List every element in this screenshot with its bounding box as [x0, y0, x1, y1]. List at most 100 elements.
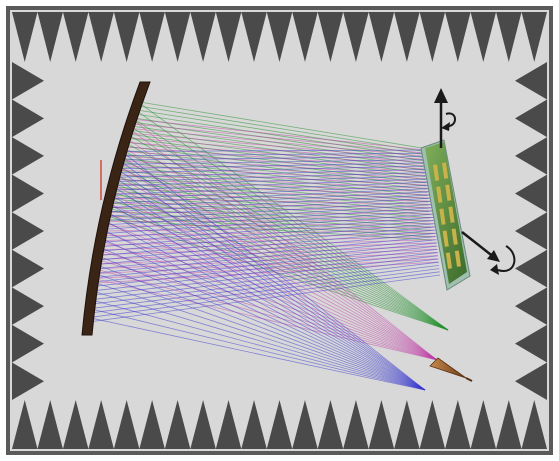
absorber-spike	[445, 12, 471, 62]
absorber-spike	[12, 324, 44, 363]
absorber-spike	[164, 12, 191, 62]
ray	[134, 109, 449, 331]
ray	[121, 149, 429, 152]
rotation-axis-horizontal-icon	[461, 231, 516, 275]
ray	[118, 159, 429, 165]
ray	[102, 229, 426, 391]
absorber-spike	[12, 62, 44, 100]
ray	[106, 211, 433, 215]
ray	[102, 207, 434, 230]
absorber-spike	[12, 249, 44, 288]
ray	[100, 240, 438, 361]
absorber-spike	[266, 12, 293, 62]
ray	[102, 226, 434, 232]
ray	[108, 202, 431, 228]
absorber-spike	[343, 400, 369, 449]
ray	[131, 118, 426, 151]
array-element	[442, 230, 449, 247]
ray	[89, 264, 440, 310]
array-radiating-elements	[433, 162, 461, 269]
ray	[104, 200, 433, 222]
ray	[117, 162, 430, 170]
absorber-spike	[12, 400, 38, 449]
absorber-spikes-left	[12, 62, 44, 400]
array-element	[433, 164, 440, 181]
ray	[110, 192, 431, 202]
ray	[108, 202, 438, 361]
absorber-spike	[515, 212, 547, 250]
ray	[108, 188, 432, 204]
array-antenna	[420, 139, 471, 291]
ray	[113, 172, 431, 182]
ray	[109, 184, 432, 200]
ray	[112, 185, 426, 391]
array-element	[445, 184, 452, 201]
ray	[99, 216, 435, 243]
absorber-spike	[139, 12, 165, 62]
ray	[127, 133, 425, 174]
ray	[101, 210, 434, 235]
ray	[95, 236, 437, 270]
absorber-spike	[266, 400, 293, 449]
ray	[114, 168, 430, 178]
ray	[104, 221, 438, 361]
ray	[100, 213, 435, 239]
ray	[91, 290, 426, 391]
ray	[123, 146, 438, 361]
ray	[120, 155, 438, 361]
array-element	[445, 252, 452, 269]
ray	[92, 248, 438, 287]
ray	[125, 137, 426, 177]
ray	[115, 165, 430, 174]
ray	[109, 197, 432, 205]
absorber-spike	[521, 400, 547, 449]
absorber-spike	[62, 400, 89, 449]
ray	[120, 152, 429, 157]
ray	[93, 281, 426, 391]
ray	[103, 204, 434, 226]
feed-horn-icon	[429, 357, 473, 382]
ray	[137, 101, 423, 149]
array-element	[454, 250, 461, 267]
absorber-spike	[317, 12, 344, 62]
ray	[137, 101, 449, 331]
absorber-spike	[515, 362, 547, 400]
ray	[124, 141, 426, 181]
absorber-spike	[368, 400, 395, 449]
ray	[93, 278, 438, 361]
ray	[93, 242, 437, 279]
absorber-spike	[37, 12, 63, 62]
absorber-spike	[515, 99, 547, 138]
ray	[106, 211, 426, 391]
ray	[105, 197, 433, 217]
ray	[88, 317, 426, 391]
ray	[99, 236, 436, 246]
ray	[96, 229, 436, 261]
absorber-spike	[317, 400, 344, 449]
ray	[107, 207, 433, 212]
absorber-spike	[139, 400, 165, 449]
absorber-spike	[12, 362, 44, 400]
absorber-spike	[12, 212, 44, 250]
ray	[115, 174, 430, 189]
absorber-spikes-bottom	[12, 400, 547, 449]
absorber-spike	[88, 12, 114, 62]
absorber-spike	[515, 249, 547, 288]
absorber-spike	[515, 174, 547, 213]
absorber-spike	[12, 99, 44, 138]
absorber-spike	[419, 400, 446, 449]
absorber-spikes-right	[515, 62, 547, 400]
absorber-spike	[343, 12, 369, 62]
array-element	[436, 186, 443, 203]
absorber-spike	[190, 12, 216, 62]
array-element	[451, 228, 458, 245]
absorber-spike	[292, 12, 318, 62]
ray	[119, 156, 429, 161]
absorber-spike	[215, 400, 242, 449]
ray	[110, 194, 426, 391]
ray	[111, 188, 431, 199]
absorber-spike	[470, 400, 497, 449]
ray	[94, 239, 437, 274]
absorber-spike	[521, 12, 547, 62]
ray	[93, 245, 438, 283]
